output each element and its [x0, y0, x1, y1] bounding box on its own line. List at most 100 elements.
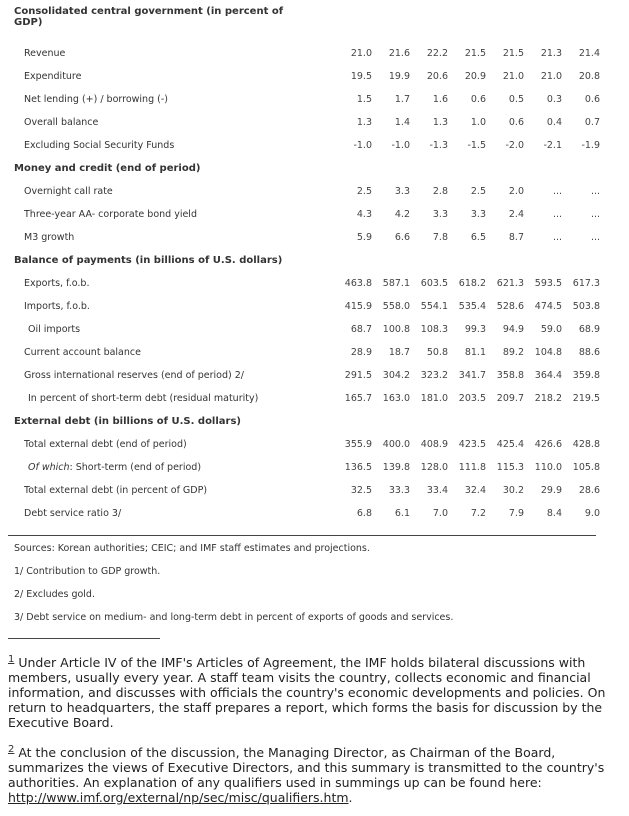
cell-value: 0.5	[508, 94, 524, 105]
footnote-text: Under Article IV of the IMF's Articles o…	[8, 655, 606, 731]
cell-value: 21.0	[350, 48, 372, 59]
cell-value: 603.5	[420, 278, 448, 289]
cell-value: 355.9	[344, 439, 372, 450]
qualifiers-link[interactable]: http://www.imf.org/external/np/sec/misc/…	[8, 790, 349, 806]
cell-value: 2.5	[470, 186, 486, 197]
cell-value: 6.8	[356, 508, 372, 519]
cell-value: 6.6	[394, 232, 410, 243]
row-label: In percent of short-term debt (residual …	[10, 387, 334, 410]
cell-value: 323.2	[420, 370, 448, 381]
row-label: Debt service ratio 3/	[10, 502, 334, 525]
cell-value: 0.6	[584, 94, 600, 105]
label-text: Overall balance	[24, 117, 99, 128]
label-text: Expenditure	[24, 71, 82, 82]
cell-value: 400.0	[382, 439, 410, 450]
cell-value: 1.3	[356, 117, 372, 128]
cell-value: 4.3	[356, 209, 372, 220]
cell-value: 203.5	[458, 393, 486, 404]
cell-value: 0.3	[546, 94, 562, 105]
cell-value: 32.4	[464, 485, 486, 496]
cell-value: 33.4	[426, 485, 448, 496]
row-label: Three-year AA- corporate bond yield	[10, 203, 334, 226]
table-row: Imports, f.o.b. 415.9 558.0 554.1 535.4 528.6…	[10, 295, 600, 318]
cell-value: 136.5	[344, 462, 372, 473]
row-label: Total external debt (end of period)	[10, 433, 334, 456]
cell-value: 139.8	[382, 462, 410, 473]
cell-value: 68.7	[350, 324, 372, 335]
footnote-mark[interactable]: 1	[8, 654, 15, 665]
label-text: Exports, f.o.b.	[24, 278, 90, 289]
label-text: Gross international reserves (end of per…	[24, 370, 244, 381]
cell-value: 358.8	[496, 370, 524, 381]
table-row: Net lending (+) / borrowing (-) 1.5 1.7 1.6…	[10, 88, 600, 111]
cell-value: 0.4	[546, 117, 562, 128]
cell-value: ...	[590, 232, 600, 243]
cell-value: 1.6	[432, 94, 448, 105]
cell-value: 0.6	[470, 94, 486, 105]
cell-value: 50.8	[426, 347, 448, 358]
cell-value: 105.8	[572, 462, 600, 473]
table-row: Debt service ratio 3/6.8 6.1 7.0 7.2 7.9 8.4 9…	[10, 502, 600, 525]
cell-value: 2.0	[508, 186, 524, 197]
cell-value: 621.3	[496, 278, 524, 289]
cell-value: 20.8	[578, 71, 600, 82]
cell-value: 59.0	[540, 324, 562, 335]
cell-value: 209.7	[496, 393, 524, 404]
footnote-end: .	[348, 790, 353, 806]
cell-value: 528.6	[496, 301, 524, 312]
note-2: 2/ Excludes gold.	[14, 589, 95, 600]
cell-value: -2.1	[543, 140, 562, 151]
cell-value: 32.5	[350, 485, 372, 496]
section-title: Consolidated central government (in perc…	[14, 6, 284, 28]
cell-value: 21.5	[502, 48, 524, 59]
footnote-1: 1 Under Article IV of the IMF's Articles…	[8, 652, 618, 730]
footnote-mark[interactable]: 2	[8, 744, 15, 755]
table-row: Oil imports 68.7 100.8 108.3 99.3 94.9 59.0 68.…	[10, 318, 600, 341]
section-header: External debt (in billions of U.S. dolla…	[10, 410, 600, 433]
cell-value: 3.3	[470, 209, 486, 220]
cell-value: ...	[552, 232, 562, 243]
cell-value: 554.1	[420, 301, 448, 312]
table-row: Three-year AA- corporate bond yield 4.3 4.…	[10, 203, 600, 226]
cell-value: 0.6	[508, 117, 524, 128]
cell-value: 1.4	[394, 117, 410, 128]
cell-value: 617.3	[572, 278, 600, 289]
cell-value: 100.8	[382, 324, 410, 335]
cell-value: 408.9	[420, 439, 448, 450]
table-row: Total external debt (end of period) 355.9…	[10, 433, 600, 456]
row-label: Overnight call rate	[10, 180, 334, 203]
cell-value: 128.0	[420, 462, 448, 473]
cell-value: 5.9	[356, 232, 372, 243]
cell-value: 19.9	[388, 71, 410, 82]
cell-value: 535.4	[458, 301, 486, 312]
cell-value: 163.0	[382, 393, 410, 404]
cell-value: 2.4	[508, 209, 524, 220]
row-label: Overall balance	[10, 111, 334, 134]
cell-value: 20.6	[426, 71, 448, 82]
cell-value: 81.1	[464, 347, 486, 358]
cell-value: 359.8	[572, 370, 600, 381]
cell-value: -1.0	[391, 140, 410, 151]
footnote-text: At the conclusion of the discussion, the…	[8, 745, 605, 791]
cell-value: 593.5	[534, 278, 562, 289]
cell-value: 587.1	[382, 278, 410, 289]
cell-value: 291.5	[344, 370, 372, 381]
label-italic: Of which	[28, 462, 70, 473]
cell-value: 165.7	[344, 393, 372, 404]
cell-value: 18.7	[388, 347, 410, 358]
row-label: Current account balance	[10, 341, 334, 364]
cell-value: 4.2	[394, 209, 410, 220]
table-row: Exports, f.o.b. 463.8 587.1 603.5 618.2 621.3…	[10, 272, 600, 295]
cell-value: ...	[552, 186, 562, 197]
cell-value: 29.9	[540, 485, 562, 496]
label-text: Total external debt (in percent of GDP)	[24, 485, 208, 496]
cell-value: 111.8	[458, 462, 486, 473]
row-label: Gross international reserves (end of per…	[10, 364, 334, 387]
label-text: Total external debt (end of period)	[24, 439, 187, 450]
cell-value: 22.2	[426, 48, 448, 59]
cell-value: 9.0	[584, 508, 600, 519]
cell-value: 110.0	[534, 462, 562, 473]
cell-value: 558.0	[382, 301, 410, 312]
cell-value: 463.8	[344, 278, 372, 289]
section-header: Balance of payments (in billions of U.S.…	[10, 249, 600, 272]
